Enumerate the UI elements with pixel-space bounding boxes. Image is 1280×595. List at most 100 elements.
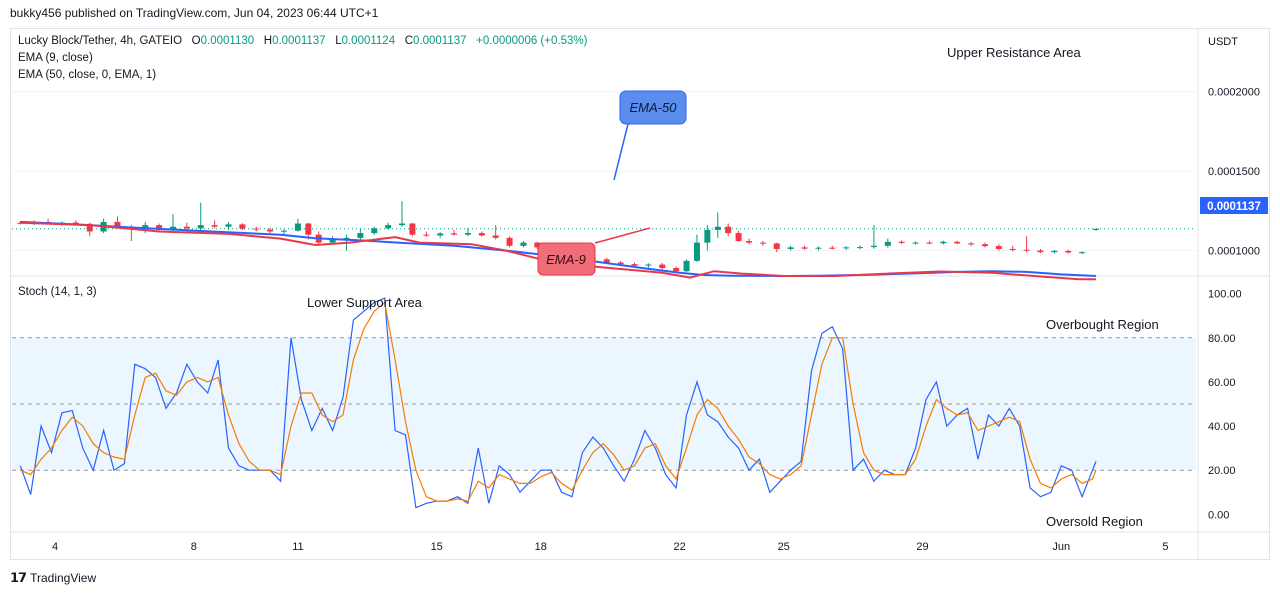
x-axis: 4 8 11 15 18 22 25 29 Jun 5 [52, 541, 1169, 553]
ema9-callout [537, 242, 596, 276]
ema50-callout [619, 90, 687, 125]
stoch-k-line [19, 297, 1097, 509]
low-label: L [335, 35, 342, 47]
candle-body [787, 247, 794, 249]
candle-body [114, 221, 121, 227]
candle-body [603, 259, 610, 263]
candle-body [1065, 250, 1072, 253]
low-value: 0.0001124 [341, 35, 396, 47]
price-tick-label: 0.0002000 [1208, 87, 1260, 99]
candle-body [520, 242, 527, 246]
price-tick-label: 0.0001000 [1208, 246, 1260, 258]
price-axis-unit: USDT [1208, 36, 1238, 48]
ema50-callout-text: EMA-50 [630, 100, 678, 115]
stoch-tick-label: 60.00 [1208, 377, 1236, 389]
stoch-tick-label: 40.00 [1208, 421, 1236, 433]
candle-body [1079, 252, 1086, 254]
stoch-tick-label: 0.00 [1208, 509, 1229, 521]
x-tick-label: 5 [1162, 541, 1168, 553]
candle-body [735, 233, 742, 242]
lower-support-label: Lower Support Area [307, 295, 423, 310]
stoch-tick-label: 80.00 [1208, 333, 1236, 345]
candle-body [940, 241, 947, 244]
overbought-label: Overbought Region [1046, 317, 1159, 332]
candle-body [801, 247, 808, 249]
x-tick-label: 15 [431, 541, 443, 553]
candle-body [329, 239, 336, 243]
candle-body [725, 226, 732, 234]
ema-lines [20, 220, 1097, 281]
candle-body [759, 242, 766, 244]
price-tick-label: 0.0001500 [1208, 166, 1260, 178]
candle-body [683, 260, 690, 272]
candle-body [704, 229, 711, 243]
candle-body [478, 233, 485, 236]
chart-canvas[interactable]: USDT 0.0002000 0.0001500 0.0001000 100.00 8… [0, 0, 1280, 560]
tradingview-brand[interactable]: 𝟭𝟳 TradingView [10, 570, 96, 586]
candle-body [773, 243, 780, 249]
candle-body [385, 225, 392, 229]
stoch-legend[interactable]: Stoch (14, 1, 3) [18, 286, 97, 298]
stoch-tick-label: 100.00 [1208, 289, 1242, 301]
change-value: +0.0000006 (+0.53%) [476, 35, 588, 47]
candle-body [409, 223, 416, 235]
high-value: 0.0001137 [272, 35, 326, 47]
high-label: H [263, 35, 273, 47]
candle-body [968, 243, 975, 245]
candle-body [1009, 248, 1016, 250]
candle-body [267, 229, 274, 232]
candle-body [870, 245, 877, 248]
candle-body [239, 224, 246, 229]
candle-body [183, 226, 190, 229]
candles [17, 201, 1099, 273]
candle-body [156, 225, 163, 230]
ema9-legend[interactable]: EMA (9, close) [18, 52, 93, 64]
candle-body [645, 264, 652, 266]
candle-body [225, 224, 232, 227]
x-tick-label: 29 [916, 541, 928, 553]
last-price-badge [1200, 197, 1268, 214]
tradingview-logo-icon: 𝟭𝟳 [10, 570, 27, 585]
candle-body [1037, 250, 1044, 253]
x-tick-label: 4 [52, 541, 58, 553]
upper-resistance-label: Upper Resistance Area [947, 45, 1081, 60]
symbol-legend: Lucky Block/Tether, 4h, GATEIO O0.000113… [18, 35, 587, 47]
candle-body [746, 241, 752, 243]
open-value: 0.0001130 [200, 35, 255, 47]
candle-body [898, 241, 905, 243]
candle-body [357, 233, 364, 238]
ema50-callout-line [613, 123, 629, 181]
candle-body [1051, 250, 1058, 253]
symbol-name: Lucky Block/Tether, 4h, GATEIO [18, 35, 183, 47]
last-price-text: 0.0001137 [1207, 201, 1261, 213]
candle-body [294, 223, 301, 231]
candle-body [197, 225, 204, 229]
stoch-tick-label: 20.00 [1208, 465, 1236, 477]
ema9-callout-text: EMA-9 [546, 252, 586, 267]
x-tick-label: 8 [191, 541, 197, 553]
x-tick-label: 22 [673, 541, 685, 553]
ema9-line [20, 221, 1096, 281]
candle-body [714, 226, 721, 230]
candle-body [399, 223, 405, 226]
candle-body [1093, 228, 1099, 230]
open-label: O [191, 35, 201, 47]
candle-body [659, 264, 666, 269]
candle-body [343, 237, 350, 240]
candle-body [281, 230, 288, 232]
candle-body [954, 241, 961, 244]
candle-body [693, 242, 700, 261]
ema50-legend[interactable]: EMA (50, close, 0, EMA, 1) [18, 69, 157, 81]
candle-body [617, 262, 624, 265]
candle-body [857, 247, 864, 249]
candle-body [305, 223, 312, 235]
oversold-label: Oversold Region [1046, 514, 1143, 529]
candle-body [169, 226, 176, 230]
stoch-layer: 100.00 80.00 60.00 40.00 20.00 0.00 [12, 289, 1242, 521]
ema9-callout-line [594, 227, 651, 244]
stoch-d-line [20, 301, 1097, 502]
candle-body [142, 225, 149, 230]
x-tick-label: 18 [535, 541, 547, 553]
candle-body [451, 233, 458, 235]
close-label: C [404, 35, 414, 47]
